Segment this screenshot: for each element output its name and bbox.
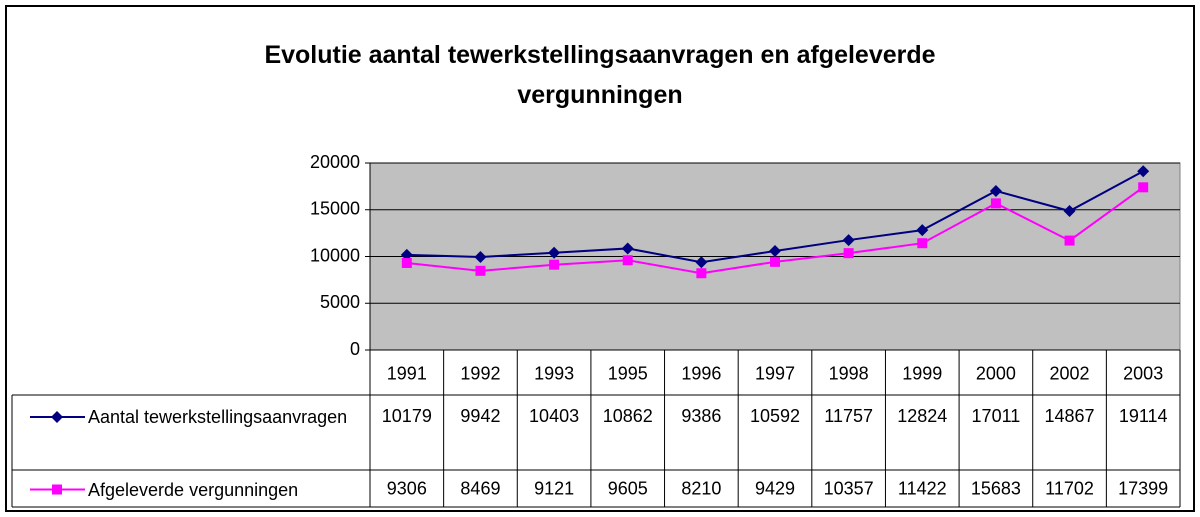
table-value: 17399 [1118, 478, 1168, 498]
table-value: 10592 [750, 406, 800, 426]
table-value: 8469 [460, 478, 500, 498]
legend-label: Aantal tewerkstellingsaanvragen [88, 407, 348, 427]
y-tick-label: 20000 [310, 152, 360, 172]
y-tick-label: 0 [350, 339, 360, 359]
legend-box: Afgeleverde vergunningen [88, 479, 299, 500]
x-tick-label: 1998 [829, 363, 869, 383]
y-tick-label: 15000 [310, 199, 360, 219]
table-value: 9306 [387, 478, 427, 498]
point [916, 224, 929, 237]
y-tick-label: 10000 [310, 245, 360, 265]
x-tick-label: 1999 [902, 363, 942, 383]
point [917, 238, 928, 249]
point [622, 255, 633, 266]
legend-box: Aantal tewerkstellingsaanvragen [88, 407, 348, 427]
table-value: 19114 [1119, 406, 1168, 426]
table-value: 9429 [755, 478, 795, 498]
point [1137, 165, 1150, 178]
point [990, 198, 1001, 209]
table-value: 9605 [608, 478, 648, 498]
point [548, 246, 561, 259]
x-tick-label: 2002 [1050, 363, 1090, 383]
table-value: 9942 [460, 406, 500, 426]
table-value: 11757 [824, 406, 873, 426]
table-value: 9386 [681, 406, 721, 426]
point [1064, 235, 1075, 246]
chart-title: Evolutie aantal tewerkstellingsaanvragen… [264, 41, 936, 109]
legend-label: Afgeleverde vergunningen [88, 479, 299, 500]
x-tick-label: 1993 [534, 363, 574, 383]
table-value: 17011 [972, 406, 1021, 426]
table-value: 14867 [1045, 406, 1095, 426]
table-value: 15683 [971, 478, 1021, 498]
table-value: 10179 [382, 406, 432, 426]
x-tick-label: 1996 [681, 363, 721, 383]
table-value: 10862 [603, 406, 653, 426]
point [989, 184, 1002, 197]
point [549, 259, 560, 270]
point [401, 257, 412, 268]
title-box: Evolutie aantal tewerkstellingsaanvragen… [264, 41, 936, 109]
point [843, 248, 854, 259]
point [842, 234, 855, 247]
point [769, 244, 781, 257]
point [621, 242, 634, 255]
x-tick-label: 2000 [976, 363, 1016, 383]
point [1138, 182, 1149, 193]
x-tick-label: 1991 [387, 363, 427, 383]
table-value: 11702 [1045, 478, 1094, 498]
table-value: 9121 [534, 478, 574, 498]
legend-marker [51, 411, 63, 423]
point [475, 265, 486, 276]
x-tick-label: 2003 [1123, 363, 1163, 383]
x-tick-label: 1997 [755, 363, 795, 383]
table-value: 10403 [529, 406, 579, 426]
point [695, 256, 708, 269]
y-tick-label: 5000 [320, 292, 360, 312]
table-value: 10357 [824, 478, 874, 498]
point [400, 248, 413, 261]
point [696, 268, 707, 279]
legend-marker [52, 484, 62, 495]
x-tick-label: 1995 [608, 363, 648, 383]
table-value: 12824 [897, 406, 947, 426]
point [770, 256, 780, 267]
table-value: 8210 [681, 478, 721, 498]
table-value: 11422 [898, 478, 947, 498]
x-tick-label: 1992 [460, 363, 500, 383]
point [1063, 204, 1076, 217]
point [474, 251, 487, 264]
